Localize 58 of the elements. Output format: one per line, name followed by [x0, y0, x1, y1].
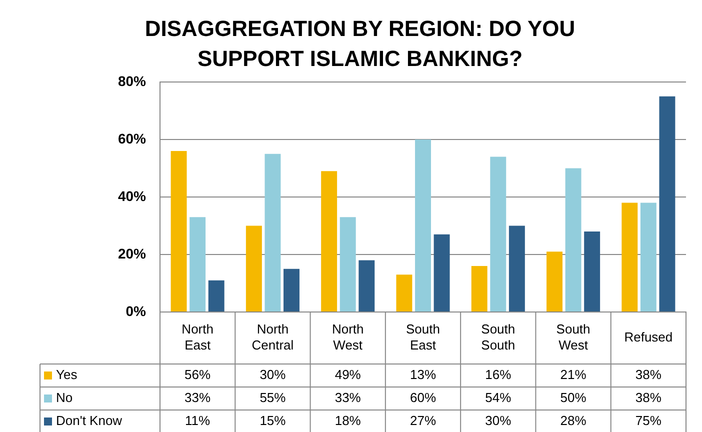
data-label: 28% — [560, 413, 587, 428]
x-tick-label: North West — [332, 322, 364, 353]
bar — [415, 140, 431, 312]
legend-label: No — [56, 390, 73, 406]
data-label: 33% — [334, 390, 362, 406]
data-label: 50% — [560, 390, 587, 406]
bar — [170, 151, 187, 312]
data-label: 13% — [410, 367, 436, 382]
bar — [208, 280, 224, 312]
bar — [622, 202, 638, 312]
bar — [659, 96, 676, 312]
legend-label: Yes — [56, 367, 78, 382]
y-tick-label: 40% — [118, 188, 147, 204]
data-label: 49% — [334, 367, 362, 382]
bar — [490, 156, 506, 312]
data-label: 54% — [485, 390, 512, 406]
y-tick-label: 60% — [118, 130, 147, 146]
y-tick-label: 20% — [118, 245, 147, 262]
bar — [190, 217, 206, 312]
bar — [340, 217, 356, 312]
bar — [434, 234, 450, 312]
x-tick-label: South West — [556, 322, 590, 353]
x-tick-label: South South — [481, 322, 516, 353]
y-tick-label: 0% — [126, 302, 147, 319]
bar — [640, 202, 656, 312]
data-label: 16% — [485, 367, 512, 382]
data-label: 21% — [560, 367, 587, 382]
data-label: 15% — [260, 413, 286, 428]
bar — [565, 168, 582, 312]
x-tick-label: South East — [406, 322, 440, 353]
bar — [471, 266, 488, 312]
x-tick-label: Refused — [624, 330, 673, 345]
legend-label: Don't Know — [56, 413, 123, 428]
x-tick-label: North East — [182, 322, 214, 353]
x-tick-label: North Central — [252, 322, 294, 353]
data-label: 18% — [334, 413, 362, 428]
bar — [264, 154, 281, 312]
data-label: 33% — [184, 390, 212, 406]
data-label: 38% — [635, 367, 662, 382]
bar — [321, 171, 338, 312]
bar — [396, 274, 412, 312]
data-label: 56% — [184, 367, 212, 382]
data-label: 60% — [410, 390, 436, 406]
bar — [246, 226, 262, 312]
bar — [584, 232, 600, 312]
y-tick-label: 80% — [118, 72, 147, 89]
bar — [546, 252, 562, 312]
data-label: 11% — [185, 413, 211, 428]
bar — [284, 268, 300, 312]
bar — [508, 226, 525, 312]
data-label: 75% — [635, 413, 662, 428]
data-label: 27% — [410, 413, 436, 428]
data-label: 30% — [485, 413, 512, 428]
chart-title: DISAGGREGATION BY REGION: DO YOU SUPPORT ISLAMIC BANKING? — [144, 15, 576, 73]
data-label: 30% — [260, 367, 286, 382]
bar — [358, 260, 375, 312]
data-label: 38% — [635, 390, 662, 406]
data-label: 55% — [260, 390, 286, 406]
